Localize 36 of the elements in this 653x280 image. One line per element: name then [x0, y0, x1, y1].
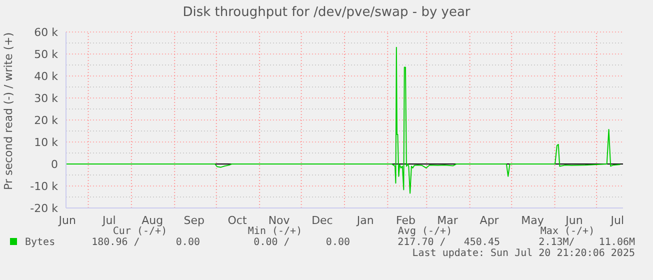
x-tick-label: Jul — [102, 214, 116, 227]
y-tick-label: 30 k — [34, 92, 59, 105]
text: 2.13M/ 11.06M — [538, 237, 635, 248]
text: Max (-/+) — [540, 226, 596, 237]
y-tick-label: 10 k — [34, 136, 59, 149]
legend-label: Bytes — [24, 237, 56, 248]
y-axis-title: Pr second read (-) / write (+) — [2, 32, 15, 190]
y-tick-label: -10 k — [30, 180, 59, 193]
text: 0.00 / 0.00 — [252, 237, 350, 248]
x-tick-label: Jun — [58, 214, 76, 227]
text: 217.70 / 450.45 — [396, 237, 500, 248]
text: Last update: Sun Jul 20 21:20:06 2025 — [411, 248, 635, 259]
y-tick-label: 0 — [51, 158, 58, 171]
x-tick-label: Apr — [480, 214, 500, 227]
y-tick-label: 20 k — [34, 114, 59, 127]
x-tick-label: May — [521, 214, 544, 227]
x-tick-label: Jan — [356, 214, 374, 227]
text: 180.96 / 0.00 — [90, 237, 200, 248]
text: Avg (-/+) — [396, 226, 454, 237]
x-tick-label: Feb — [396, 214, 416, 227]
text: Cur (-/+) — [112, 226, 168, 237]
y-tick-label: 50 k — [34, 48, 59, 61]
x-tick-label: Oct — [228, 214, 248, 227]
y-tick-label: -20 k — [30, 202, 59, 215]
x-tick-label: Mar — [437, 214, 458, 227]
x-tick-label: Dec — [312, 214, 333, 227]
x-tick-label: Jul — [610, 214, 624, 227]
y-tick-label: 40 k — [34, 70, 59, 83]
x-tick-label: Jun — [564, 214, 583, 227]
text: Min (-/+) — [246, 226, 304, 237]
x-tick-label: Nov — [268, 214, 290, 227]
x-tick-label: Sep — [184, 214, 204, 227]
line-series — [66, 46, 621, 194]
chart-title: Disk throughput for /dev/pve/swap - by year — [182, 5, 472, 20]
x-tick-label: Aug — [142, 214, 164, 227]
y-tick-label: 60 k — [34, 26, 59, 39]
